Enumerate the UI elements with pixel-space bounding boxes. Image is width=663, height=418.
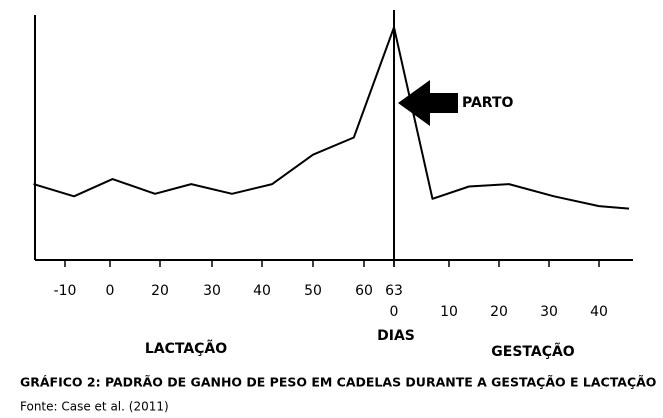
x-tick-label: 40 bbox=[253, 283, 271, 299]
x-tick-label: 30 bbox=[540, 304, 558, 320]
x-tick-label: 30 bbox=[203, 283, 221, 299]
x-tick-label: 20 bbox=[151, 283, 169, 299]
x-tick-label: 20 bbox=[490, 304, 508, 320]
annotation: PARTO bbox=[462, 95, 514, 111]
x-tick-label: 60 bbox=[355, 283, 373, 299]
x-tick-label: 40 bbox=[590, 304, 608, 320]
x-tick-label: 0 bbox=[106, 283, 115, 299]
line bbox=[33, 26, 395, 198]
period-label: GESTAÇÃO bbox=[491, 343, 575, 360]
x-tick-label: 10 bbox=[440, 304, 458, 320]
period-label: LACTAÇÃO bbox=[145, 340, 227, 357]
x-tick-label: 63 bbox=[385, 283, 403, 299]
arrow bbox=[398, 80, 458, 126]
x-tick-label: 0 bbox=[390, 304, 399, 320]
chart-title: GRÁFICO 2: PADRÃO DE GANHO DE PESO EM CA… bbox=[20, 375, 656, 390]
x-tick-label: 50 bbox=[304, 283, 322, 299]
x-tick-label: -10 bbox=[54, 283, 77, 299]
line bbox=[393, 27, 630, 210]
source: Fonte: Case et al. (2011) bbox=[20, 400, 169, 414]
x-label: DIAS bbox=[377, 328, 415, 344]
